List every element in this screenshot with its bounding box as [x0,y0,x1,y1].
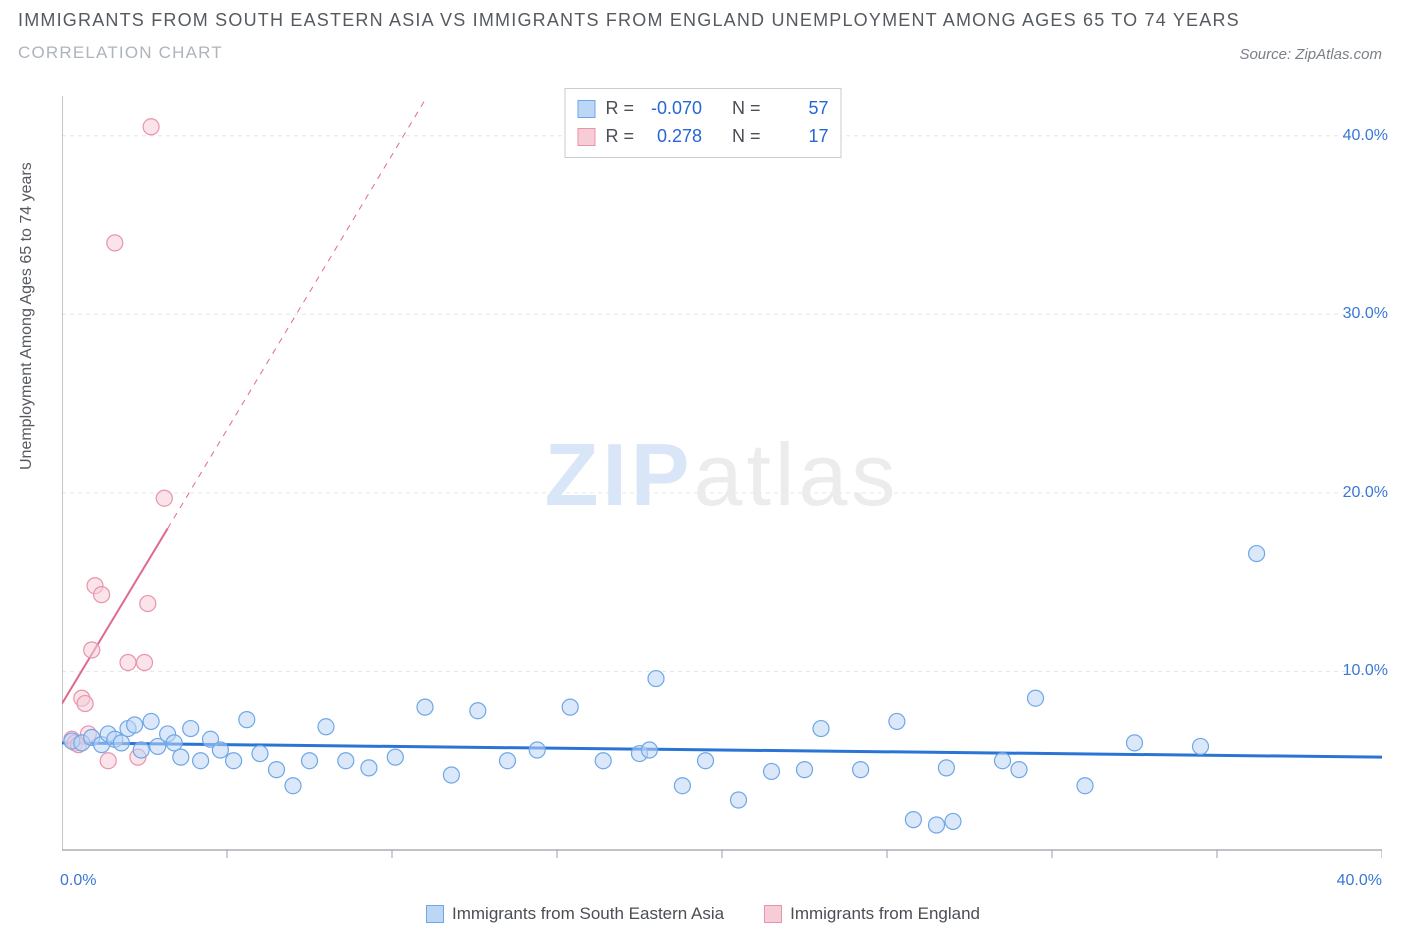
source-attribution: Source: ZipAtlas.com [1239,46,1382,63]
chart-title: IMMIGRANTS FROM SOUTH EASTERN ASIA VS IM… [18,10,1240,31]
stats-swatch-blue [577,100,595,118]
stats-n-value-pink: 17 [771,123,829,151]
correlation-stats-box: R = -0.070 N = 57 R = 0.278 N = 17 [564,88,841,158]
stats-swatch-pink [577,128,595,146]
stats-row-pink: R = 0.278 N = 17 [577,123,828,151]
legend-label-pink: Immigrants from England [790,904,980,924]
stats-r-value-blue: -0.070 [644,95,702,123]
y-tick-label: 40.0% [1343,127,1388,145]
y-tick-label: 10.0% [1343,662,1388,680]
stats-n-label: N = [732,95,761,123]
legend-item-blue: Immigrants from South Eastern Asia [426,904,724,924]
y-axis-label: Unemployment Among Ages 65 to 74 years [18,162,36,470]
scatter-plot [62,90,1382,860]
stats-r-label: R = [605,123,634,151]
legend-label-blue: Immigrants from South Eastern Asia [452,904,724,924]
x-tick-max: 40.0% [1337,872,1382,890]
stats-n-label: N = [732,123,761,151]
chart-area: ZIPatlas 10.0%20.0%30.0%40.0% 0.0% 40.0% [62,90,1382,860]
legend-swatch-blue [426,905,444,923]
x-tick-min: 0.0% [60,872,96,890]
stats-r-value-pink: 0.278 [644,123,702,151]
legend-item-pink: Immigrants from England [764,904,980,924]
legend: Immigrants from South Eastern Asia Immig… [426,904,980,924]
stats-row-blue: R = -0.070 N = 57 [577,95,828,123]
stats-r-label: R = [605,95,634,123]
y-tick-label: 30.0% [1343,305,1388,323]
stats-n-value-blue: 57 [771,95,829,123]
chart-subtitle: CORRELATION CHART [18,43,1240,63]
legend-swatch-pink [764,905,782,923]
chart-title-block: IMMIGRANTS FROM SOUTH EASTERN ASIA VS IM… [18,10,1240,63]
y-tick-label: 20.0% [1343,484,1388,502]
